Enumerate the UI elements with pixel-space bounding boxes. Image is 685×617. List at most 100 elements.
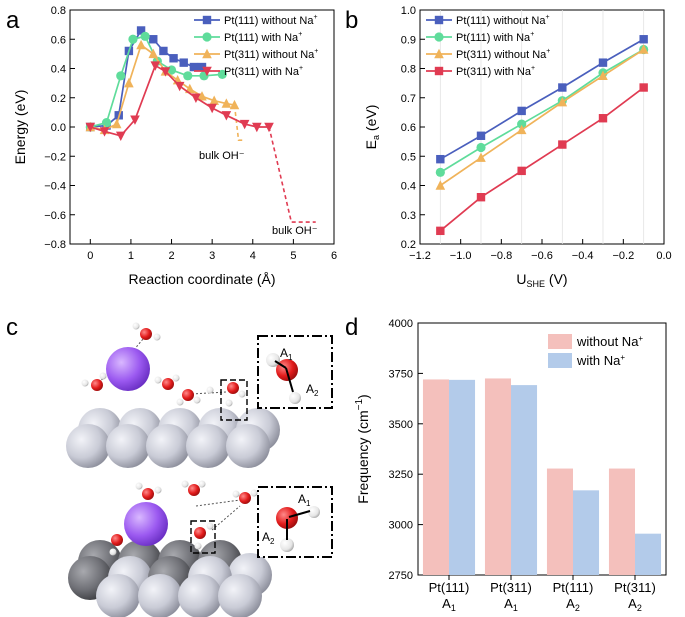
panel-a-dashed-extension <box>233 104 244 141</box>
panel-b-ytick-label: 0.4 <box>401 181 416 193</box>
upper-inset: A1 A2 <box>257 335 333 409</box>
lower-inset: A1 A2 <box>257 486 333 558</box>
panel-d-bar <box>511 385 538 575</box>
panel-a-legend-marker <box>202 66 212 77</box>
panel-a-legend: Pt(111) without Na+ Pt(111) with Na+ Pt(31… <box>194 14 318 78</box>
panel-b-data-point <box>476 131 486 140</box>
panel-a-data-point <box>140 31 150 41</box>
panel-b-grid <box>439 10 645 244</box>
panel-a-data-point <box>221 98 232 108</box>
panel-d-ytick-label: 3750 <box>389 368 413 380</box>
panel-d-bar <box>422 379 449 575</box>
panel-b-data-point <box>517 119 527 129</box>
panel-b-data-point <box>435 180 446 190</box>
panel-a-legend-label: Pt(111) with Na+ <box>224 31 302 44</box>
panel-d-bar <box>608 468 635 575</box>
panel-a-data-point <box>264 122 274 133</box>
panel-a-data-point <box>239 119 250 130</box>
panel-d-legend-label: without Na+ <box>576 334 643 349</box>
panel-b-series-line <box>439 86 645 232</box>
panel-a-ytick-label: −0.8 <box>44 239 66 251</box>
panel-d-xtick-label: Pt(111) <box>553 580 594 595</box>
panel-a-data-point <box>85 122 96 133</box>
upper-water-molecules <box>81 322 246 407</box>
panel-b-data-point <box>436 154 445 164</box>
panel-b-legend-marker <box>434 32 444 42</box>
panel-b-ytick-label: 1.0 <box>401 5 416 17</box>
panel-a-legend-label: Pt(311) with Na+ <box>224 65 303 78</box>
panel-d-bar <box>573 490 600 575</box>
panel-a-data-point <box>174 81 185 92</box>
panel-b-data-point <box>517 106 526 116</box>
panel-a-data-point <box>252 122 262 133</box>
panel-a-ytick-label: −0.4 <box>44 181 66 193</box>
panel-a-data-point <box>169 54 178 63</box>
panel-d-ytick-label: 3000 <box>389 520 413 532</box>
panel-d-legend-swatch <box>548 353 572 368</box>
panel-a-xtick-label: 4 <box>250 250 256 262</box>
panel-a-legend-label: Pt(311) without Na+ <box>224 48 318 61</box>
panel-b-series-line <box>439 48 645 174</box>
panel-a-data-point <box>217 69 227 79</box>
lower-pt-slab <box>68 540 272 617</box>
panel-a-data-point <box>183 71 193 81</box>
panel-a-ytick-label: −0.6 <box>44 210 66 222</box>
panel-d-xtick-label: Pt(111) <box>429 580 470 595</box>
panel-d-ytick-label: 2750 <box>389 570 413 582</box>
panel-b-ytick-label: 0.2 <box>401 239 416 251</box>
upper-label-a2: A2 <box>306 382 319 398</box>
panel-b-data-point <box>598 114 608 123</box>
panel-d-xtick-label-sub: A1 <box>504 596 518 613</box>
panel-b-ylabel: Ea (eV) <box>363 105 381 150</box>
panel-a-ytick-label: 0.0 <box>51 122 66 134</box>
lower-water-molecules <box>109 480 258 556</box>
panel-d-legend-swatch <box>548 334 572 349</box>
upper-label-a1: A1 <box>280 346 293 362</box>
panel-d-bars <box>422 378 662 575</box>
panel-a-xtick-label: 6 <box>331 250 337 262</box>
panel-b-xtick-label: −0.4 <box>572 250 594 262</box>
panel-b-legend-marker <box>434 66 444 76</box>
panel-b-series-line <box>439 38 645 160</box>
panel-a-data-point <box>150 61 161 71</box>
panel-a-series-line <box>90 35 223 128</box>
panel-b-xtick-label: −0.8 <box>490 250 512 262</box>
panel-b-data-point <box>476 142 486 153</box>
panel-d-xtick-label-sub: A2 <box>566 596 580 613</box>
panel-b-legend-marker <box>434 48 444 59</box>
panel-b-legend-label: Pt(311) with Na+ <box>456 65 535 78</box>
panel-a-data-point <box>159 46 168 56</box>
panel-a-data-point <box>207 103 217 114</box>
panel-b-legend-label: Pt(111) without Na+ <box>456 14 550 27</box>
panel-label-d: d <box>345 314 358 341</box>
panel-a-data-point <box>160 67 171 77</box>
panel-a-ticks: 0 1 2 3 4 5 6 −0.8 −0.6 −0.4 −0.2 0.0 0.2 0.4 0.6 0.8 <box>44 5 337 262</box>
panel-b-ytick-label: 0.6 <box>401 122 416 134</box>
panel-a-data-point <box>221 111 232 121</box>
panel-a-data-point <box>209 95 219 105</box>
panel-b-ytick-label: 0.7 <box>401 93 416 105</box>
panel-a-data-point <box>148 48 159 59</box>
panel-d-frame <box>417 322 667 576</box>
panel-b-series-line <box>439 48 645 187</box>
panel-a-xtick-label: 0 <box>87 250 93 262</box>
panel-a-ytick-label: 0.8 <box>51 5 66 17</box>
panel-b-xtick-label: −0.2 <box>612 250 634 262</box>
panel-a-data-point <box>101 118 112 128</box>
panel-a-data-point <box>197 91 207 101</box>
panel-a-legend-marker <box>202 15 212 25</box>
panel-b-legend: Pt(111) without Na+ Pt(111) with Na+ Pt(31… <box>426 14 550 78</box>
panel-a-data-point <box>116 71 126 81</box>
panel-a-chart: 0 1 2 3 4 5 6 −0.8 −0.6 −0.4 −0.2 0.0 0.2 0.4 0.6 0.8 R… <box>12 5 337 287</box>
panel-a-legend-marker <box>202 48 212 59</box>
panel-a-annotation-2: bulk OH⁻ <box>272 225 318 237</box>
panel-d-xtick-label-sub: A1 <box>442 596 456 613</box>
panel-b-ytick-label: 0.3 <box>401 210 416 222</box>
panel-b-legend-marker <box>434 15 444 25</box>
panel-d-bar <box>546 468 573 575</box>
panel-b-xlabel: USHE (V) <box>516 271 567 289</box>
panel-d-chart: 275030003250350037504000Pt(111)A1Pt(311)… <box>354 318 667 613</box>
panel-b-chart: −1.2 −1.0 −0.8 −0.6 −0.4 −0.2 0.0 0.2 0.3 0.4 0.5 0… <box>363 5 672 289</box>
panel-b-legend-label: Pt(111) with Na+ <box>456 31 534 44</box>
